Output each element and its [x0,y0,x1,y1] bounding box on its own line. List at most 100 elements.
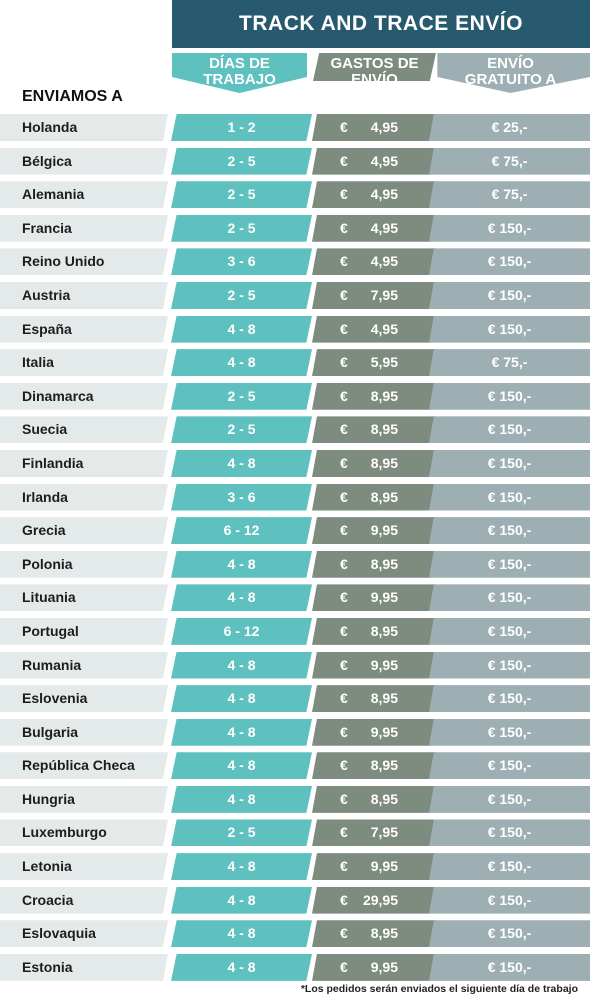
currency-symbol: € [340,925,348,942]
free-shipping-cell: € 150,- [429,853,590,881]
country-cell: Bélgica [0,147,168,175]
table-row: Italia 4 - 8 €5,95 € 75,- [0,346,590,380]
cost-cell: €8,95 [312,416,436,444]
cost-cell: €9,95 [312,651,436,679]
cost-cell: €7,95 [312,281,436,309]
country-cell: Holanda [0,114,168,141]
currency-symbol: € [340,723,348,740]
days-cell: 2 - 5 [171,147,312,175]
country-cell: Estonia [0,953,168,981]
currency-symbol: € [340,958,348,975]
currency-symbol: € [340,488,348,505]
table-row: Dinamarca 2 - 5 €8,95 € 150,- [0,380,590,414]
table-row: Letonia 4 - 8 €9,95 € 150,- [0,850,590,884]
currency-symbol: € [340,622,348,639]
column-header-free: ENVÍO GRATUITO A [437,53,590,93]
cost-cell: €4,95 [312,147,436,175]
cost-amount: 8,95 [370,925,398,942]
currency-symbol: € [340,656,348,673]
free-shipping-cell: € 150,- [429,920,590,948]
cost-amount: 9,95 [370,656,398,673]
free-shipping-cell: € 150,- [429,953,590,981]
table-row: Bulgaria 4 - 8 €9,95 € 150,- [0,716,590,750]
cost-amount: 8,95 [370,757,398,774]
free-shipping-cell: € 150,- [429,416,590,444]
cost-cell: €8,95 [312,617,436,645]
free-shipping-cell: € 150,- [429,685,590,713]
table-row: Bélgica 2 - 5 €4,95 € 75,- [0,145,590,179]
days-cell: 4 - 8 [171,651,312,679]
table-row: Estonia 4 - 8 €9,95 € 150,- [0,951,590,985]
country-cell: Lituania [0,584,168,612]
cost-cell: €4,95 [312,315,436,343]
days-cell: 2 - 5 [171,214,312,242]
currency-symbol: € [340,320,348,337]
free-shipping-cell: € 150,- [429,214,590,242]
column-header-days-line1: DÍAS DE [209,55,270,72]
country-cell: Alemania [0,181,168,209]
days-cell: 2 - 5 [171,819,312,847]
currency-symbol: € [340,454,348,471]
cost-amount: 9,95 [370,858,398,875]
days-cell: 3 - 6 [171,248,312,276]
cost-cell: €8,95 [312,920,436,948]
days-cell: 4 - 8 [171,449,312,477]
days-cell: 4 - 8 [171,752,312,780]
cost-amount: 9,95 [370,958,398,975]
footnote: *Los pedidos serán enviados el siguiente… [300,983,578,995]
days-cell: 4 - 8 [171,785,312,813]
country-cell: Austria [0,281,168,309]
free-shipping-cell: € 150,- [429,517,590,545]
days-cell: 1 - 2 [171,114,312,141]
table-row: Eslovaquia 4 - 8 €8,95 € 150,- [0,917,590,951]
table-row: Francia 2 - 5 €4,95 € 150,- [0,212,590,246]
currency-symbol: € [340,555,348,572]
currency-symbol: € [340,286,348,303]
country-cell: Luxemburgo [0,819,168,847]
cost-amount: 29,95 [362,891,398,908]
column-header-cost-line2: ENVÍO [351,71,398,88]
days-cell: 4 - 8 [171,718,312,746]
table-row: República Checa 4 - 8 €8,95 € 150,- [0,749,590,783]
currency-symbol: € [340,253,348,270]
cost-amount: 9,95 [370,522,398,539]
days-cell: 4 - 8 [171,315,312,343]
country-cell: Reino Unido [0,248,168,276]
days-cell: 4 - 8 [171,886,312,914]
cost-amount: 7,95 [370,286,398,303]
free-shipping-cell: € 150,- [429,281,590,309]
cost-amount: 4,95 [370,186,398,203]
currency-symbol: € [340,186,348,203]
cost-cell: €8,95 [312,550,436,578]
column-header-free-line2: GRATUITO A [464,71,557,88]
column-header-cost-line1: GASTOS DE [330,55,419,72]
cost-cell: €9,95 [312,517,436,545]
days-cell: 2 - 5 [171,281,312,309]
country-cell: Irlanda [0,483,168,511]
country-cell: Letonia [0,853,168,881]
country-cell: Polonia [0,550,168,578]
currency-symbol: € [340,387,348,404]
currency-symbol: € [340,891,348,908]
cost-cell: €5,95 [312,349,436,377]
country-cell: República Checa [0,752,168,780]
column-header-free-line1: ENVÍO [487,55,534,72]
table-row: Reino Unido 3 - 6 €4,95 € 150,- [0,245,590,279]
cost-cell: €4,95 [312,214,436,242]
days-cell: 3 - 6 [171,483,312,511]
table-row: Rumania 4 - 8 €9,95 € 150,- [0,649,590,683]
cost-cell: €7,95 [312,819,436,847]
cost-cell: €8,95 [312,382,436,410]
table-row: Luxemburgo 2 - 5 €7,95 € 150,- [0,816,590,850]
country-cell: Eslovaquia [0,920,168,948]
free-shipping-cell: € 150,- [429,651,590,679]
currency-symbol: € [340,690,348,707]
cost-cell: €9,95 [312,953,436,981]
country-cell: Suecia [0,416,168,444]
table-row: Irlanda 3 - 6 €8,95 € 150,- [0,481,590,515]
days-cell: 4 - 8 [171,584,312,612]
free-shipping-cell: € 150,- [429,785,590,813]
cost-amount: 8,95 [370,790,398,807]
currency-symbol: € [340,757,348,774]
cost-cell: €8,95 [312,483,436,511]
